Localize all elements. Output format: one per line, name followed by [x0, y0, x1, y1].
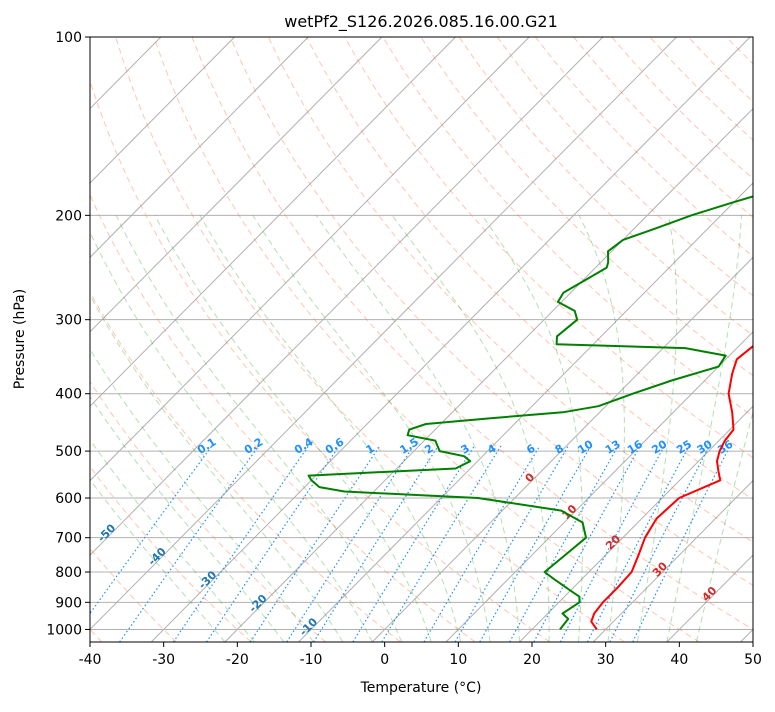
dry-adiabat-line: [345, 37, 775, 642]
moist-adiabat-line: [155, 215, 431, 642]
isotherm-line: [225, 37, 775, 642]
dry-adiabat-line: [383, 37, 775, 642]
y-tick-label: 1000: [46, 622, 82, 638]
y-tick-label: 800: [55, 565, 82, 581]
moist-adiabat-line: [0, 215, 225, 642]
y-tick-label: 400: [55, 387, 82, 403]
x-tick-label: -10: [300, 652, 323, 668]
isotherm-line: [299, 37, 775, 642]
x-tick-label: 20: [523, 652, 541, 668]
dry-adiabat-line: [764, 37, 775, 642]
y-tick-label: 200: [55, 208, 82, 224]
isotherm-line: [0, 37, 529, 642]
isotherm-line: [593, 37, 775, 642]
x-tick-label: -40: [79, 652, 102, 668]
mixing-ratio-line: [353, 446, 475, 642]
dry-adiabat-line: [116, 37, 625, 642]
moist-adiabat-label: 30: [650, 559, 670, 579]
x-tick-label: -30: [152, 652, 175, 668]
y-tick-label: 600: [55, 491, 82, 507]
mixing-ratio-line: [287, 446, 414, 642]
y-tick-label: 100: [55, 30, 82, 46]
x-tick-label: 30: [597, 652, 615, 668]
isotherm-label: -40: [146, 545, 169, 568]
isotherm-line: [4, 37, 603, 642]
isotherm-line: [520, 37, 775, 642]
moist-adiabat-line: [392, 215, 549, 642]
x-tick-label: 50: [744, 652, 762, 668]
x-tick-label: 0: [380, 652, 389, 668]
plot-frame: [90, 37, 753, 642]
y-tick-label: 900: [55, 595, 82, 611]
moist-adiabat-line: [116, 215, 402, 642]
mixing-ratio-label: 1.5: [397, 435, 420, 456]
isotherm-line: [372, 37, 775, 642]
mixing-ratio-label: 8: [553, 442, 566, 457]
mixing-ratio-label: 30: [695, 437, 715, 456]
mixing-ratio-label: 25: [674, 438, 694, 457]
mixing-ratio-line: [455, 446, 568, 642]
y-tick-label: 500: [55, 444, 82, 460]
isotherm-line: [78, 37, 677, 642]
background-lines: [0, 37, 775, 642]
y-tick-label: 700: [55, 531, 82, 547]
mixing-ratio-label: 0.4: [292, 435, 316, 457]
mixing-ratio-label: 0.1: [195, 435, 218, 456]
isotherm-line: [151, 37, 750, 642]
isotherm-line: [0, 37, 235, 642]
moist-adiabat-label: 40: [699, 584, 719, 604]
reference-labels: 0.10.20.40.611.52346810131620253036-100-…: [0, 401, 736, 638]
dry-adiabat-line: [650, 37, 775, 642]
dry-adiabat-line: [0, 37, 251, 642]
isotherm-label: -70: [0, 474, 18, 497]
dry-adiabat-line: [230, 37, 775, 642]
mixing-ratio-line: [173, 446, 308, 642]
mixing-ratio-line: [382, 446, 501, 642]
moist-adiabat-label: 20: [603, 532, 623, 552]
dry-adiabat-line: [612, 37, 775, 642]
mixing-ratio-line: [633, 446, 731, 642]
mixing-ratio-label: 4: [485, 441, 499, 456]
mixing-ratio-label: 0.6: [323, 435, 347, 457]
y-axis-label: Pressure (hPa): [12, 289, 28, 389]
x-tick-label: 10: [449, 652, 467, 668]
mixing-ratio-label: 1: [364, 442, 377, 457]
mixing-ratio-label: 16: [625, 437, 645, 456]
mixing-ratio-label: 6: [524, 441, 538, 456]
dry-adiabat-line: [39, 37, 475, 642]
x-axis-label: Temperature (°C): [360, 680, 482, 696]
moist-adiabat-line: [82, 215, 372, 642]
y-tick-label: 300: [55, 313, 82, 329]
moist-adiabat-line: [52, 215, 343, 642]
moist-adiabat-line: [316, 215, 519, 642]
mixing-ratio-label: 13: [603, 438, 623, 457]
dry-adiabat-line: [1, 37, 400, 642]
mixing-ratio-label: 10: [576, 437, 596, 456]
mixing-ratio-line: [610, 446, 710, 642]
dry-adiabat-line: [268, 37, 775, 642]
isotherm-label: -10: [297, 615, 320, 638]
moist-adiabat-line: [200, 215, 461, 642]
isotherm-label: -50: [95, 521, 118, 544]
chart-title: wetPf2_S126.2026.085.16.00.G21: [284, 12, 558, 32]
x-tick-label: 40: [670, 652, 688, 668]
dry-adiabat-line: [688, 37, 775, 642]
isotherm-label: -20: [246, 592, 269, 615]
dry-adiabat-line: [192, 37, 774, 642]
mixing-ratio-line: [480, 446, 591, 642]
moist-adiabat-line: [696, 215, 775, 642]
x-tick-label: -20: [226, 652, 249, 668]
